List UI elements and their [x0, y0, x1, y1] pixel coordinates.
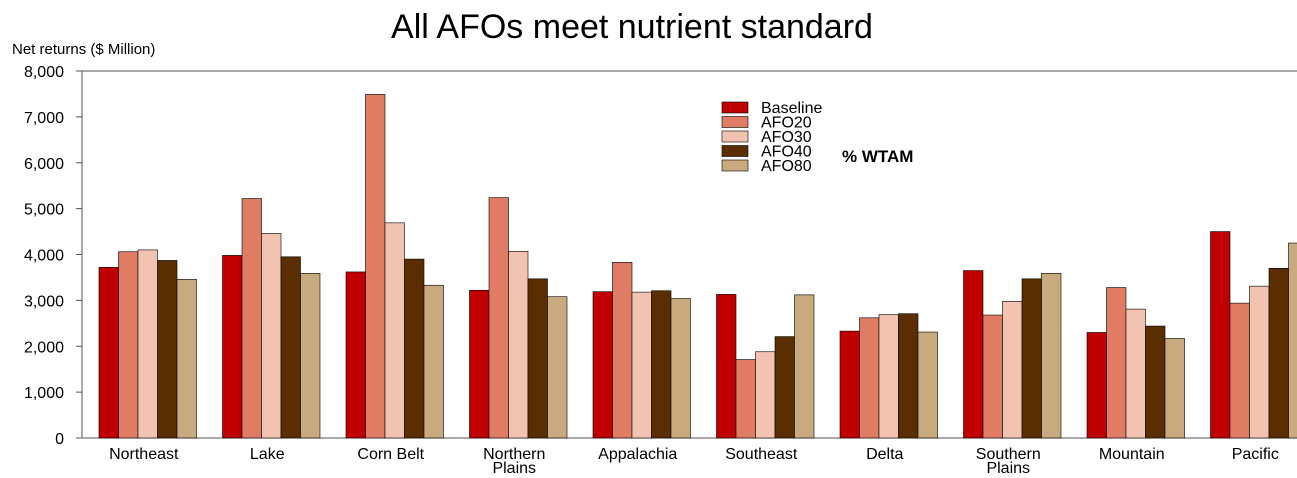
bar	[176, 278, 197, 439]
bar	[1229, 302, 1250, 439]
category-label: Corn Belt	[357, 446, 424, 463]
y-tick-label: 2,000	[24, 339, 64, 356]
bar	[839, 330, 860, 439]
bar	[1288, 242, 1297, 439]
bar	[878, 314, 899, 439]
bar	[612, 261, 633, 439]
category-label: Pacific	[1232, 446, 1279, 463]
legend-label: AFO80	[761, 158, 812, 175]
bar	[774, 336, 795, 439]
bar	[365, 94, 386, 439]
bar	[98, 267, 119, 439]
bar	[1145, 325, 1166, 439]
bar	[631, 291, 652, 439]
category-label: Plains	[986, 460, 1030, 477]
y-axis-label: Net returns ($ Million)	[12, 41, 155, 58]
bar	[917, 331, 938, 439]
bar	[423, 284, 444, 439]
bar	[1210, 231, 1231, 439]
y-tick-label: 4,000	[24, 248, 64, 265]
bar	[345, 271, 366, 439]
legend-swatch	[721, 145, 749, 157]
category-label: Appalachia	[598, 446, 677, 463]
bar	[1021, 278, 1042, 439]
bar	[1041, 273, 1062, 439]
chart-title: All AFOs meet nutrient standard	[391, 8, 873, 46]
legend-label: AFO20	[761, 115, 812, 132]
bar	[157, 260, 178, 439]
bars	[98, 94, 1297, 439]
bar	[1249, 285, 1270, 439]
bar	[651, 290, 672, 439]
wtam-annotation: % WTAM	[842, 147, 913, 166]
category-label: Southeast	[725, 446, 798, 463]
bar	[1125, 308, 1146, 439]
bar	[794, 294, 815, 439]
legend-swatch	[721, 130, 749, 143]
bar	[1086, 332, 1107, 439]
bar	[137, 249, 158, 439]
category-label: Northern	[483, 446, 545, 463]
bar	[508, 250, 529, 439]
bar	[241, 198, 262, 439]
bar	[670, 298, 691, 439]
legend-swatch	[721, 159, 749, 172]
bar	[1164, 338, 1185, 439]
y-tick-label: 6,000	[24, 156, 64, 173]
bar	[592, 291, 613, 439]
category-label: Mountain	[1099, 446, 1165, 463]
bar	[898, 313, 919, 439]
y-tick-label: 1,000	[24, 385, 64, 402]
bar	[547, 296, 568, 439]
bar	[859, 317, 880, 439]
category-label: Plains	[492, 460, 536, 477]
legend-swatch	[721, 116, 749, 128]
category-label: Northeast	[109, 446, 179, 463]
bar	[735, 359, 756, 439]
bar	[1002, 300, 1023, 439]
y-tick-label: 0	[55, 431, 64, 448]
y-tick-label: 3,000	[24, 293, 64, 310]
bar	[261, 233, 282, 439]
bar	[1268, 267, 1289, 439]
bar	[963, 270, 984, 439]
bar	[716, 294, 737, 439]
bar	[280, 256, 301, 439]
legend-label: Baseline	[761, 100, 822, 117]
category-labels: Northeast Lake Corn Belt NorthernPlainsAppa…	[109, 446, 1279, 477]
bar	[527, 278, 548, 439]
bar	[404, 258, 425, 439]
y-tick-label: 5,000	[24, 202, 64, 219]
bar	[982, 314, 1003, 439]
bar	[1106, 287, 1127, 439]
legend-label: AFO40	[761, 144, 812, 161]
bar	[469, 289, 490, 439]
legend-swatch	[721, 101, 749, 114]
y-tick-label: 7,000	[24, 110, 64, 127]
bar	[222, 255, 243, 439]
bar	[755, 351, 776, 439]
y-tick-label: 8,000	[24, 64, 64, 81]
legend-label: AFO30	[761, 129, 812, 146]
bar	[118, 251, 139, 439]
category-label: Southern	[976, 446, 1041, 463]
bar	[300, 273, 321, 439]
bar	[488, 197, 509, 439]
category-label: Delta	[866, 446, 903, 463]
category-label: Lake	[250, 446, 285, 463]
bar	[384, 222, 405, 439]
